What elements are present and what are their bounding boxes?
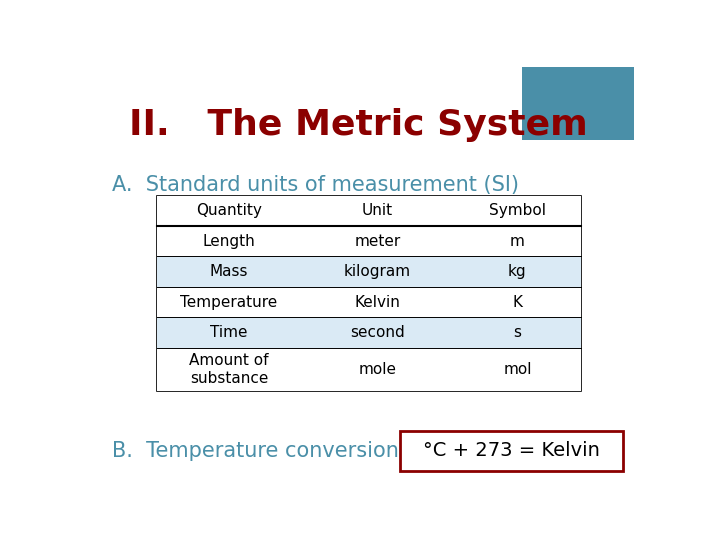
Text: Length: Length	[202, 234, 256, 249]
Bar	[157, 196, 581, 226]
Text: mol: mol	[503, 362, 531, 377]
Text: B.  Temperature conversion:: B. Temperature conversion:	[112, 441, 406, 461]
Text: kg: kg	[508, 264, 527, 279]
Text: s: s	[513, 325, 521, 340]
Text: °C + 273 = Kelvin: °C + 273 = Kelvin	[423, 441, 600, 460]
Text: Temperature: Temperature	[181, 294, 278, 309]
Text: II.   The Metric System: II. The Metric System	[129, 109, 588, 143]
Bar	[400, 431, 623, 471]
Text: A.  Standard units of measurement (SI): A. Standard units of measurement (SI)	[112, 175, 519, 195]
Text: Kelvin: Kelvin	[354, 294, 400, 309]
Text: Unit: Unit	[362, 204, 393, 219]
Text: Amount of
substance: Amount of substance	[189, 353, 269, 386]
Text: Mass: Mass	[210, 264, 248, 279]
Bar	[157, 317, 581, 348]
Bar	[157, 226, 581, 256]
Text: second: second	[350, 325, 405, 340]
Text: Quantity: Quantity	[196, 204, 262, 219]
Text: mole: mole	[359, 362, 397, 377]
Text: m: m	[510, 234, 525, 249]
Bar	[157, 256, 581, 287]
Text: meter: meter	[354, 234, 400, 249]
Text: Symbol: Symbol	[489, 204, 546, 219]
Text: Time: Time	[210, 325, 248, 340]
Text: kilogram: kilogram	[344, 264, 411, 279]
Bar	[157, 287, 581, 317]
Text: K: K	[513, 294, 523, 309]
